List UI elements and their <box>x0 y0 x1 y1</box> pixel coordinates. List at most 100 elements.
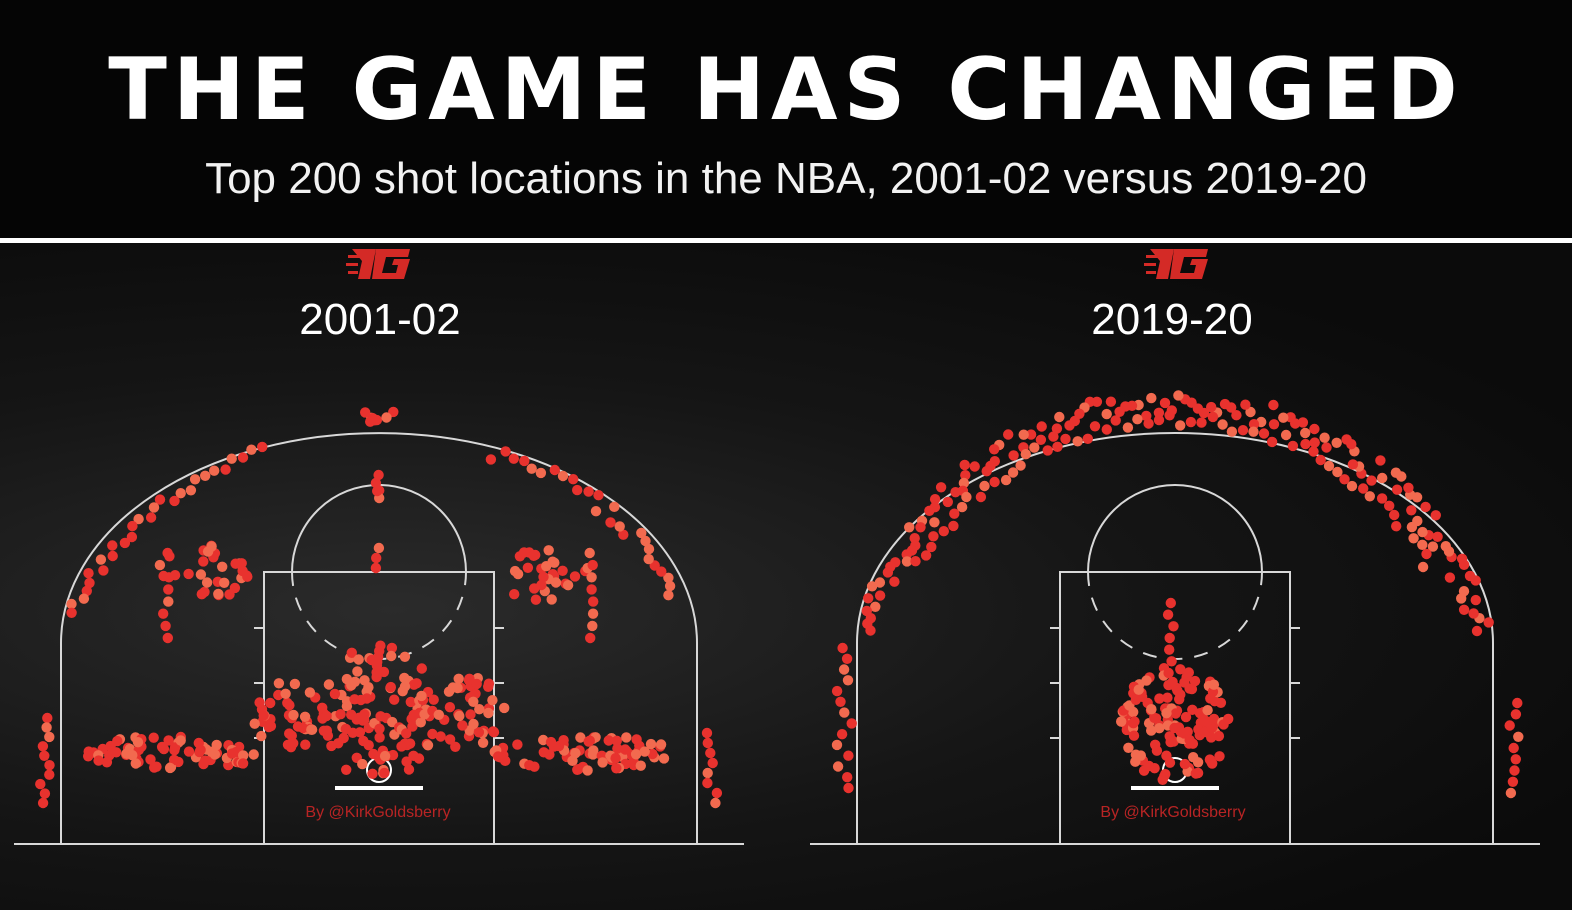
shot-marker <box>487 695 498 706</box>
shot-marker <box>960 470 971 481</box>
shot-marker <box>148 502 160 513</box>
shot-marker <box>702 767 713 779</box>
shot-marker <box>1206 401 1217 413</box>
shot-marker <box>1196 417 1207 428</box>
shot-marker <box>1444 572 1456 583</box>
shot-marker <box>1105 396 1117 407</box>
shot-marker <box>169 495 180 507</box>
shot-marker <box>1129 716 1140 727</box>
shot-marker <box>220 464 231 475</box>
shot-marker <box>273 678 285 689</box>
shot-marker <box>237 452 249 463</box>
shot-marker <box>346 647 357 658</box>
shot-marker <box>83 746 94 757</box>
shot-marker <box>477 737 489 748</box>
shot-marker <box>904 522 915 533</box>
shot-marker <box>1308 446 1319 457</box>
shot-marker <box>711 787 723 799</box>
shot-marker <box>1366 475 1377 486</box>
shot-marker <box>663 590 674 601</box>
shot-marker <box>1268 399 1279 411</box>
shot-marker <box>1458 586 1470 597</box>
shot-marker <box>1188 752 1199 763</box>
shot-marker <box>1149 763 1160 774</box>
shot-chart-2001-02: 2001-02 By @KirkGoldsberry <box>0 243 780 910</box>
shot-marker <box>126 531 138 543</box>
shot-marker <box>557 565 568 576</box>
shot-marker <box>1161 708 1172 719</box>
shot-marker <box>416 690 427 702</box>
shot-marker <box>1417 539 1428 550</box>
shot-marker <box>288 709 299 721</box>
shot-marker <box>444 702 456 713</box>
shot-marker <box>1154 693 1165 704</box>
shot-marker <box>1268 419 1280 430</box>
shot-marker <box>1135 750 1146 761</box>
shot-marker <box>701 727 713 739</box>
shot-marker <box>183 746 195 757</box>
shot-marker <box>148 732 159 743</box>
shot-marker <box>1101 408 1112 420</box>
shot-marker <box>443 686 455 697</box>
shot-marker <box>956 501 968 513</box>
shot-marker <box>284 728 295 739</box>
shot-marker <box>422 740 434 751</box>
shot-marker <box>538 747 549 758</box>
shot-marker <box>1143 418 1154 429</box>
shot-marker <box>93 755 104 766</box>
free-throw-circle-bottom <box>1087 571 1263 660</box>
shot-marker <box>265 697 276 709</box>
shot-marker <box>1116 716 1127 727</box>
panel-title-2001-02: 2001-02 <box>299 295 461 344</box>
shot-marker <box>373 469 384 481</box>
shot-marker <box>837 642 848 654</box>
shot-marker <box>329 688 341 700</box>
shot-marker <box>483 681 494 692</box>
shot-marker <box>1165 597 1176 609</box>
shot-marker <box>866 581 878 592</box>
shot-marker <box>1175 664 1186 675</box>
shot-marker <box>119 537 131 549</box>
shot-marker <box>500 446 511 457</box>
shot-marker <box>842 772 853 783</box>
shot-marker <box>163 735 174 746</box>
shot-marker <box>1180 711 1192 723</box>
chart-background <box>0 243 1572 910</box>
shot-marker <box>835 696 846 707</box>
shot-marker <box>1364 491 1375 502</box>
shot-marker <box>492 751 504 762</box>
page-subtitle: Top 200 shot locations in the NBA, 2001-… <box>205 154 1367 203</box>
shot-marker <box>588 596 599 607</box>
shot-marker <box>889 576 900 587</box>
shot-marker <box>882 567 894 578</box>
shot-marker <box>1390 467 1402 478</box>
shot-marker <box>901 556 913 567</box>
shot-marker <box>1185 416 1197 428</box>
shot-marker <box>44 769 55 780</box>
shot-marker <box>1427 541 1439 552</box>
shot-marker <box>1169 722 1180 734</box>
shot-marker <box>538 734 549 746</box>
paint-box <box>1059 571 1291 845</box>
free-throw-circle-top <box>1087 484 1263 573</box>
shot-marker <box>1015 460 1026 471</box>
shot-marker <box>1376 493 1388 504</box>
shot-marker <box>359 714 370 726</box>
ng-logo-icon <box>1144 249 1208 279</box>
shot-marker <box>299 711 311 722</box>
shot-marker <box>1072 436 1083 447</box>
shot-marker <box>1183 667 1194 678</box>
shot-marker <box>306 724 317 735</box>
shot-marker <box>386 642 398 654</box>
shot-marker <box>618 529 629 540</box>
shot-marker <box>1208 679 1220 690</box>
shot-marker <box>1130 694 1142 705</box>
shot-marker <box>209 465 220 476</box>
shot-marker <box>322 730 334 741</box>
shot-marker <box>1042 445 1053 456</box>
shot-marker <box>175 735 186 746</box>
shot-marker <box>452 682 463 694</box>
shot-marker <box>1504 720 1515 731</box>
credit-text: By @KirkGoldsberry <box>305 804 451 821</box>
shot-marker <box>1146 392 1157 404</box>
